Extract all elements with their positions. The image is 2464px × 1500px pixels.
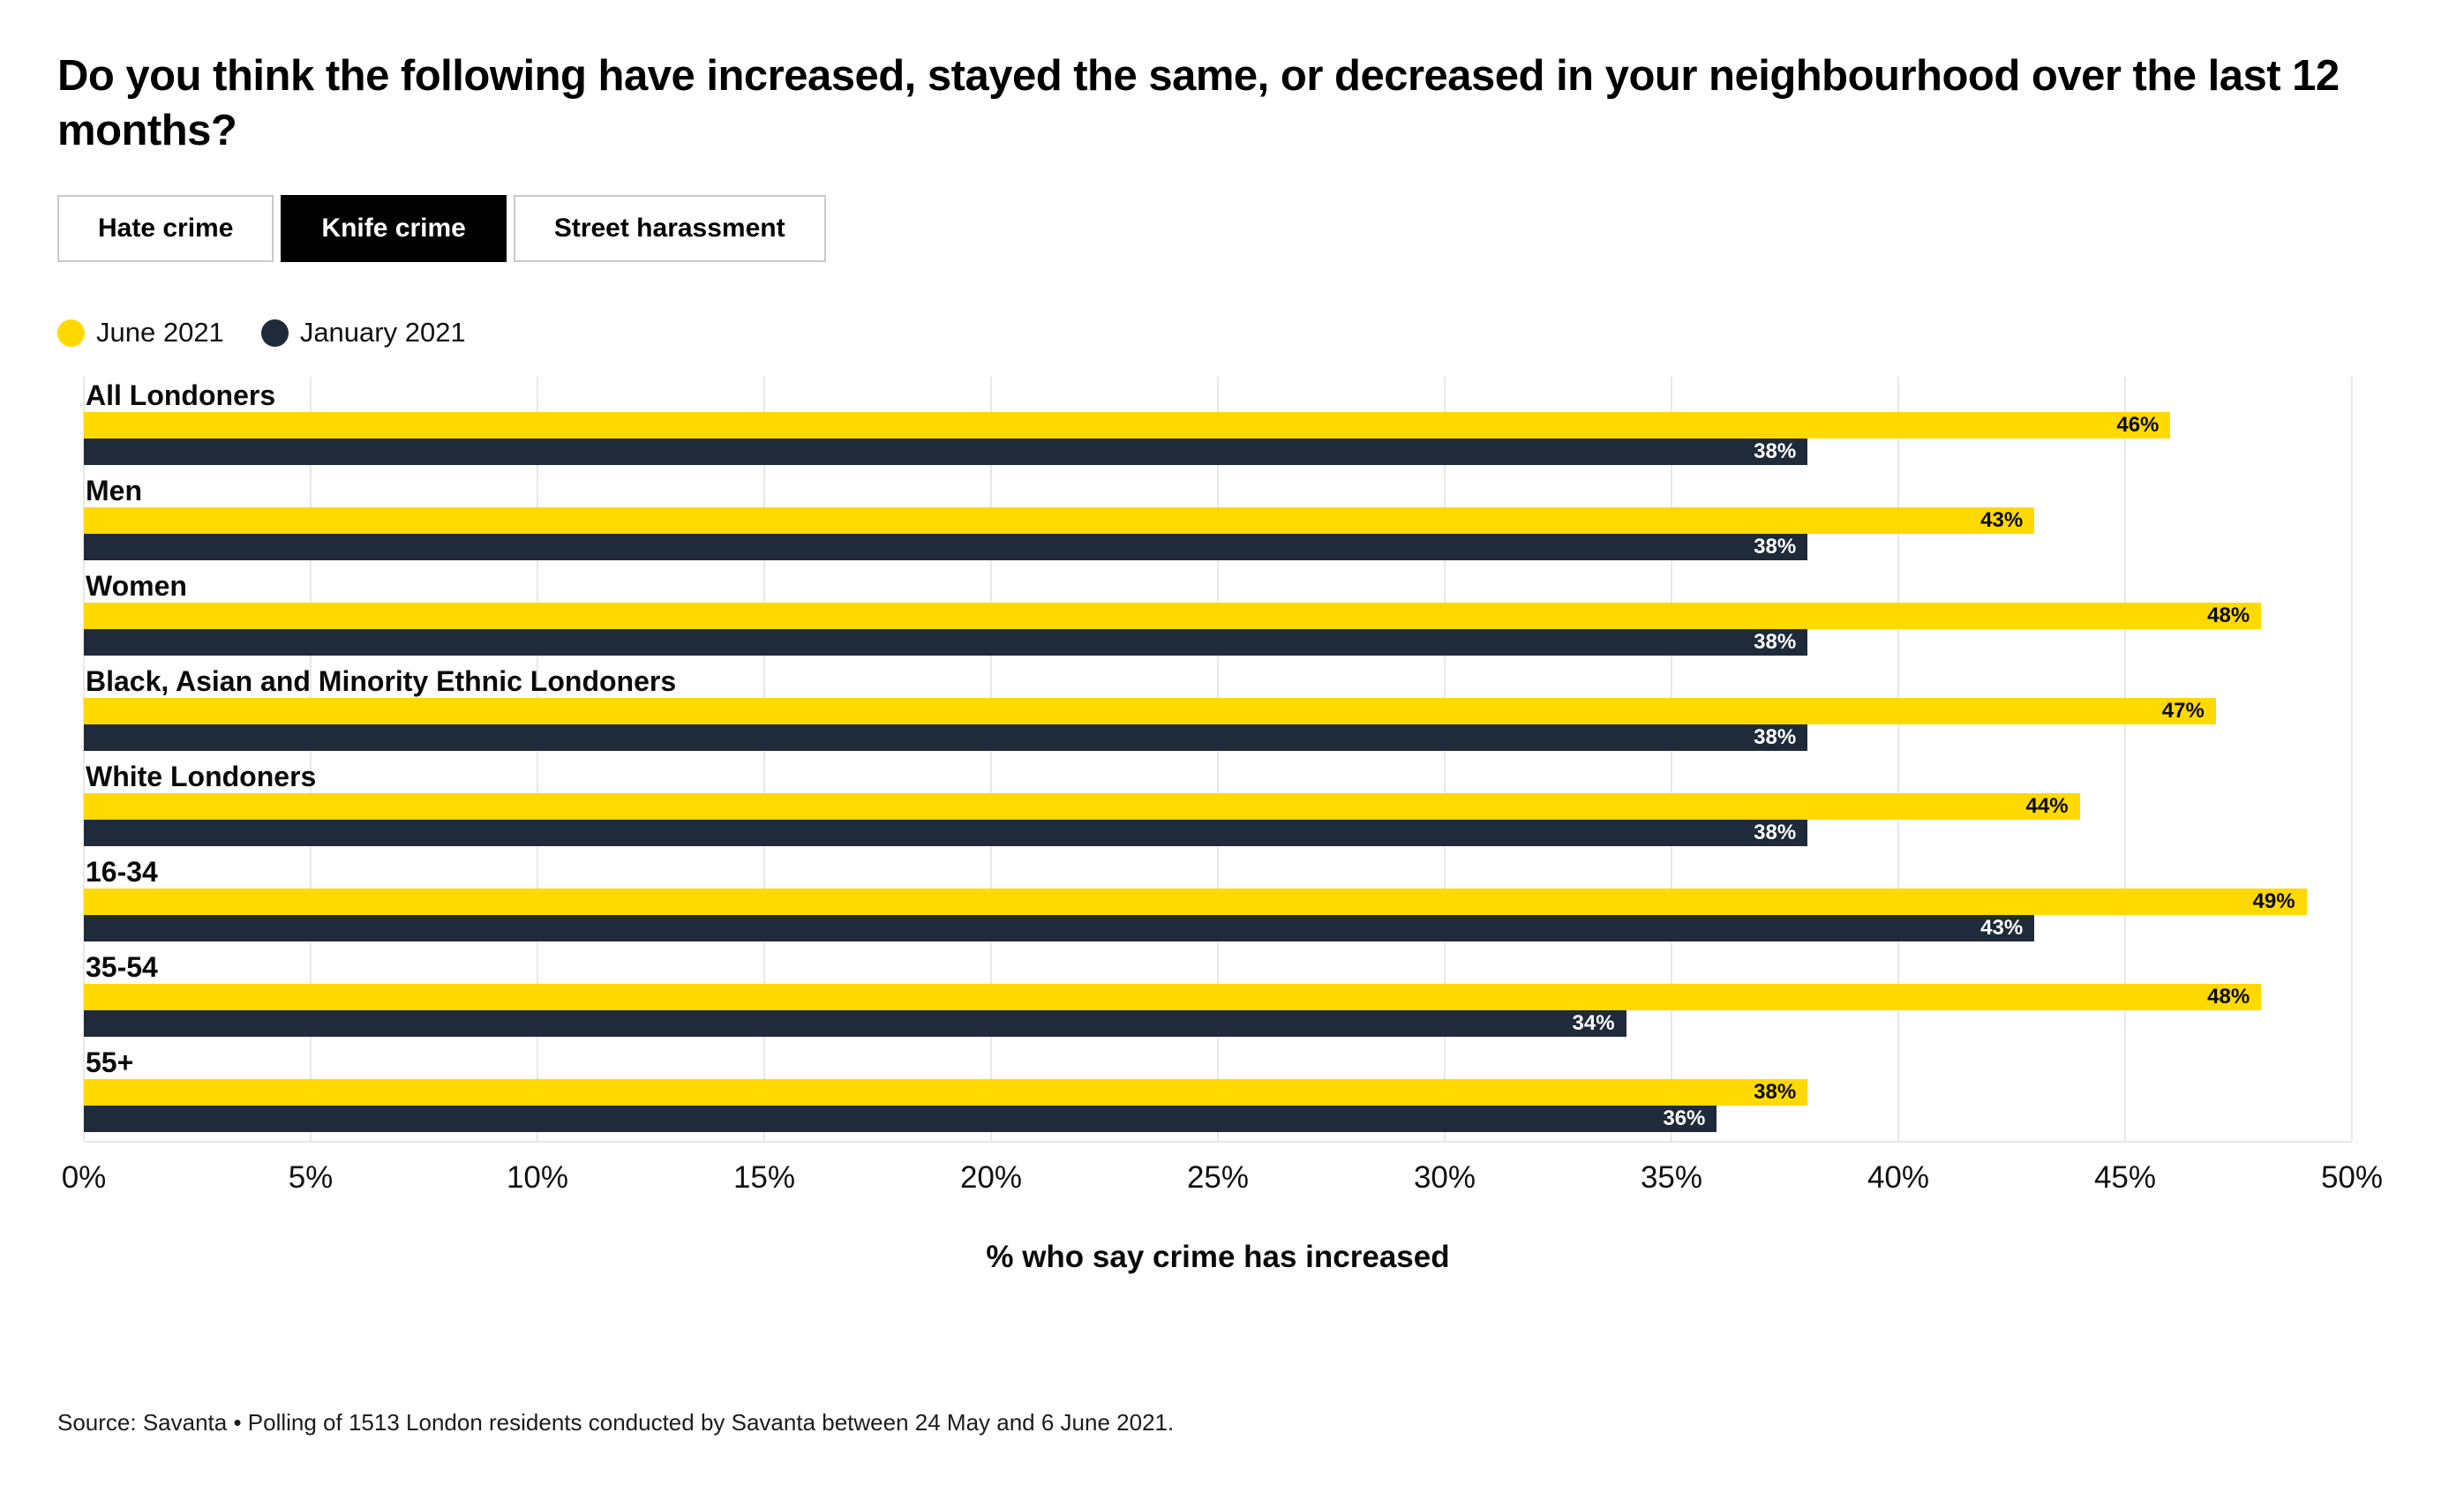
legend-swatch-icon bbox=[57, 319, 85, 347]
x-axis: 0% 5% 10% 15% 20% 25% 30% 35% 40% 45% 50% bbox=[62, 1155, 2383, 1197]
bar-june-2021-35-54: 48% bbox=[84, 984, 2262, 1011]
bar-group-35-54: 35-54 48% 34% bbox=[84, 950, 2352, 1038]
x-axis-tick: 45% bbox=[2093, 1160, 2157, 1196]
legend-item-june-2021: June 2021 bbox=[57, 317, 224, 349]
bar-value-label: 38% bbox=[1754, 1080, 1797, 1105]
bar-june-2021-black-asian-and-minority-ethnic-londoners: 47% bbox=[84, 698, 2216, 725]
bar-chart: All Londoners 46% 38% Men 43% 38% Women 48% 38% B… bbox=[62, 377, 2383, 1275]
legend-label: January 2021 bbox=[299, 317, 466, 349]
bar-january-2021-black-asian-and-minority-ethnic-londoners: 38% bbox=[84, 724, 1808, 752]
bar-group-all-londoners: All Londoners 46% 38% bbox=[84, 379, 2352, 466]
bar-june-2021-men: 43% bbox=[84, 507, 2035, 535]
bar-value-label: 44% bbox=[2025, 794, 2069, 819]
bar-group-women: Women 48% 38% bbox=[84, 569, 2352, 656]
x-axis-tick: 35% bbox=[1640, 1160, 1703, 1196]
gridline bbox=[1671, 377, 1672, 1142]
tab-knife-crime[interactable]: Knife crime bbox=[281, 195, 507, 263]
category-label: 55+ bbox=[86, 1046, 134, 1079]
category-label: 16-34 bbox=[86, 856, 158, 889]
bar-value-label: 36% bbox=[1663, 1106, 1706, 1131]
gridline bbox=[2351, 377, 2353, 1142]
bar-value-label: 38% bbox=[1754, 821, 1797, 845]
gridline bbox=[83, 377, 85, 1142]
bar-june-2021-all-londoners: 46% bbox=[84, 412, 2171, 439]
x-axis-tick: 10% bbox=[506, 1160, 569, 1196]
plot-area: All Londoners 46% 38% Men 43% 38% Women 48% 38% B… bbox=[83, 377, 2353, 1144]
bar-value-label: 49% bbox=[2252, 889, 2295, 914]
category-label: Men bbox=[86, 475, 142, 507]
x-axis-tick: 50% bbox=[2320, 1160, 2384, 1196]
x-axis-tick: 40% bbox=[1867, 1160, 1930, 1196]
bar-value-label: 38% bbox=[1754, 535, 1797, 559]
category-label: 35-54 bbox=[86, 951, 158, 984]
bar-value-label: 38% bbox=[1754, 439, 1797, 464]
source-note: Source: Savanta • Polling of 1513 London… bbox=[57, 1409, 1175, 1436]
bar-january-2021-16-34: 43% bbox=[84, 915, 2035, 942]
x-axis-tick: 15% bbox=[732, 1160, 796, 1196]
tab-street-harassment[interactable]: Street harassment bbox=[513, 195, 826, 263]
gridline bbox=[1444, 377, 1446, 1142]
bar-january-2021-women: 38% bbox=[84, 629, 1808, 656]
legend-item-january-2021: January 2021 bbox=[260, 317, 466, 349]
x-axis-tick: 30% bbox=[1413, 1160, 1476, 1196]
gridline bbox=[537, 377, 538, 1142]
bar-june-2021-women: 48% bbox=[84, 603, 2262, 630]
bar-june-2021-55: 38% bbox=[84, 1079, 1808, 1106]
gridline bbox=[763, 377, 765, 1142]
bar-january-2021-all-londoners: 38% bbox=[84, 439, 1808, 466]
bar-june-2021-white-londoners: 44% bbox=[84, 793, 2080, 821]
x-axis-tick: 25% bbox=[1186, 1160, 1250, 1196]
bar-value-label: 43% bbox=[1980, 916, 2024, 941]
bar-value-label: 48% bbox=[2207, 985, 2250, 1009]
category-label: White Londoners bbox=[86, 761, 317, 793]
bar-group-black-asian-and-minority-ethnic-londoners: Black, Asian and Minority Ethnic Londone… bbox=[84, 664, 2352, 752]
legend-label: June 2021 bbox=[96, 317, 224, 349]
bar-value-label: 38% bbox=[1754, 725, 1797, 750]
x-axis-title: % who say crime has increased bbox=[986, 1240, 1450, 1275]
x-axis-tick: 20% bbox=[959, 1160, 1023, 1196]
bar-value-label: 47% bbox=[2161, 699, 2205, 724]
bar-value-label: 43% bbox=[1980, 508, 2024, 533]
legend: June 2021 January 2021 bbox=[57, 317, 2411, 349]
chart-question-title: Do you think the following have increase… bbox=[57, 52, 2340, 154]
bar-january-2021-men: 38% bbox=[84, 534, 1808, 561]
tab-hate-crime[interactable]: Hate crime bbox=[57, 195, 274, 263]
bar-group-white-londoners: White Londoners 44% 38% bbox=[84, 760, 2352, 847]
bar-january-2021-35-54: 34% bbox=[84, 1010, 1626, 1038]
legend-swatch-icon bbox=[260, 319, 289, 347]
bar-value-label: 38% bbox=[1754, 630, 1797, 655]
tab-bar: Hate crime Knife crime Street harassment bbox=[57, 195, 2411, 263]
bar-group-16-34: 16-34 49% 43% bbox=[84, 855, 2352, 942]
bar-value-label: 34% bbox=[1572, 1011, 1615, 1036]
x-axis-tick: 0% bbox=[61, 1160, 107, 1196]
bar-group-men: Men 43% 38% bbox=[84, 474, 2352, 561]
gridline bbox=[1897, 377, 1899, 1142]
gridline bbox=[1217, 377, 1219, 1142]
bar-january-2021-55: 36% bbox=[84, 1106, 1717, 1133]
gridline bbox=[2124, 377, 2126, 1142]
bar-january-2021-white-londoners: 38% bbox=[84, 820, 1808, 847]
bar-value-label: 46% bbox=[2116, 413, 2160, 438]
category-label: Women bbox=[86, 570, 187, 603]
x-axis-tick: 5% bbox=[288, 1160, 334, 1196]
gridline bbox=[990, 377, 992, 1142]
bar-value-label: 48% bbox=[2207, 604, 2250, 628]
category-label: Black, Asian and Minority Ethnic Londone… bbox=[86, 665, 677, 698]
bar-june-2021-16-34: 49% bbox=[84, 889, 2307, 916]
gridline bbox=[310, 377, 312, 1142]
category-label: All Londoners bbox=[86, 379, 276, 412]
bar-group-55: 55+ 38% 36% bbox=[84, 1046, 2352, 1133]
